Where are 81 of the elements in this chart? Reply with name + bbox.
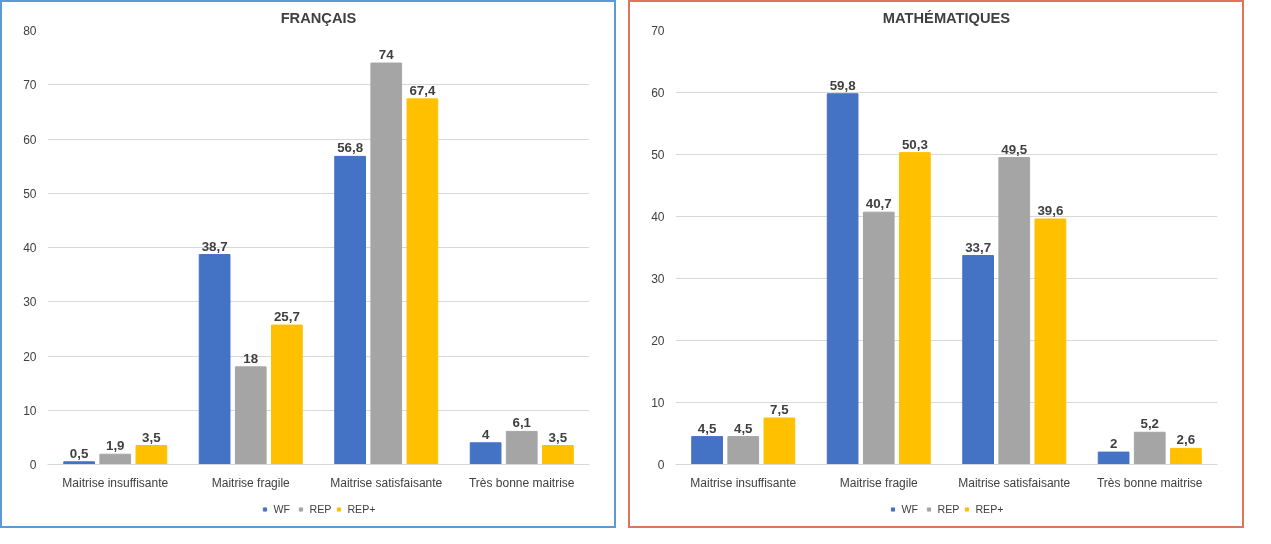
- data-label: 40,7: [865, 196, 892, 212]
- bar: [271, 324, 303, 465]
- x-tick-label: Maitrise insuffisante: [690, 475, 797, 490]
- legend-label: REP: [309, 503, 332, 515]
- x-tick-label: Maitrise fragile: [211, 475, 291, 490]
- data-label: 3,5: [142, 429, 162, 445]
- legend-label: REP+: [347, 503, 376, 515]
- bar: [1133, 431, 1166, 465]
- data-label: 1,9: [105, 438, 125, 454]
- bar: [542, 445, 574, 465]
- bar: [1097, 451, 1130, 465]
- data-label: 4: [481, 426, 490, 442]
- data-label: 67,4: [409, 82, 436, 98]
- y-tick-label: 10: [651, 396, 665, 410]
- data-label: 56,8: [337, 140, 364, 156]
- legend-label: WF: [901, 503, 920, 515]
- bar: [99, 453, 132, 465]
- bar: [862, 211, 895, 465]
- legend-label: REP+: [975, 503, 1004, 515]
- legend-label: REP: [937, 503, 960, 515]
- data-label: 2,6: [1176, 432, 1196, 448]
- bar: [962, 255, 994, 465]
- y-tick-label: 0: [29, 458, 37, 472]
- bar: [1034, 218, 1067, 465]
- x-tick-label: Maitrise satisfaisante: [330, 475, 443, 490]
- y-tick-label: 60: [23, 132, 37, 147]
- bar: [505, 430, 538, 465]
- bar: [727, 436, 760, 465]
- data-label: 59,8: [829, 77, 856, 93]
- data-label: 5,2: [1140, 416, 1160, 432]
- y-tick-label: 50: [651, 148, 665, 162]
- data-label: 18: [243, 350, 259, 366]
- bar: [198, 254, 231, 465]
- y-tick-label: 50: [23, 186, 37, 201]
- bar: [370, 62, 403, 465]
- bar: [998, 157, 1031, 465]
- data-label: 74: [378, 47, 395, 63]
- chart-title: MATHÉMATIQUES: [882, 9, 1011, 26]
- bar: [63, 461, 95, 465]
- data-label: 6,1: [512, 415, 532, 431]
- data-label: 0,5: [69, 445, 89, 461]
- y-tick-label: 60: [651, 86, 665, 100]
- y-tick-label: 70: [651, 24, 665, 38]
- data-label: 25,7: [273, 309, 300, 325]
- y-tick-label: 40: [651, 210, 665, 224]
- x-tick-label: Maitrise satisfaisante: [958, 475, 1071, 490]
- x-tick-label: Très bonne maitrise: [1096, 475, 1203, 490]
- bar: [135, 445, 168, 465]
- y-tick-label: 80: [23, 24, 37, 38]
- y-tick-label: 30: [651, 272, 665, 286]
- data-label: 39,6: [1037, 202, 1064, 218]
- y-tick-label: 70: [23, 78, 37, 93]
- bar: [899, 152, 931, 465]
- data-label: 33,7: [965, 239, 992, 255]
- bar: [763, 417, 796, 465]
- chart-title: FRANÇAIS: [280, 9, 357, 26]
- y-tick-label: 10: [23, 403, 37, 418]
- y-tick-label: 40: [23, 241, 37, 255]
- y-tick-label: 0: [657, 458, 665, 472]
- data-label: 4,5: [733, 420, 754, 436]
- x-tick-label: Maitrise insuffisante: [62, 475, 169, 490]
- bar: [826, 93, 859, 465]
- data-label: 7,5: [770, 402, 790, 417]
- data-label: 50,3: [901, 136, 928, 152]
- y-tick-label: 20: [651, 334, 665, 348]
- bar: [334, 155, 366, 465]
- y-tick-label: 20: [23, 349, 37, 364]
- legend-label: WF: [273, 503, 292, 515]
- x-tick-label: Maitrise fragile: [839, 475, 919, 490]
- data-label: 38,7: [201, 238, 228, 254]
- bar: [469, 442, 502, 465]
- bar: [691, 436, 723, 465]
- data-label: 49,5: [1001, 141, 1028, 157]
- bar: [1170, 447, 1202, 465]
- y-tick-label: 30: [23, 295, 37, 310]
- data-label: 2: [1109, 436, 1118, 452]
- bar: [234, 366, 267, 465]
- bar: [406, 98, 439, 465]
- x-tick-label: Très bonne maitrise: [468, 475, 575, 490]
- data-label: 4,5: [697, 420, 717, 436]
- data-label: 3,5: [548, 429, 568, 445]
